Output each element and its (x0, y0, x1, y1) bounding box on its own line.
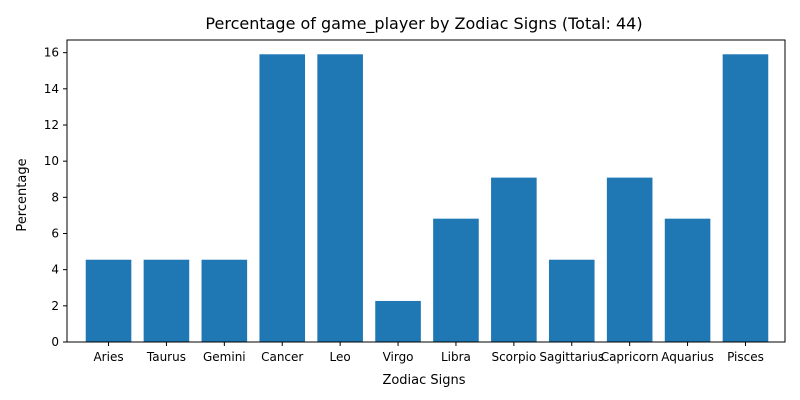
bar-leo (317, 54, 363, 343)
bar-taurus (143, 259, 190, 342)
x-tick-label: Taurus (146, 350, 186, 364)
bars-group (85, 54, 769, 343)
bar-sagittarius (548, 259, 595, 342)
y-tick-label: 8 (51, 190, 59, 204)
x-axis-ticks: Aries Taurus Gemini Cancer Leo Virgo Libra Scor… (93, 342, 764, 364)
bar-capricorn (606, 177, 653, 342)
x-tick-label: Libra (441, 350, 471, 364)
bar-libra (433, 218, 479, 342)
x-tick-label: Capricorn (601, 350, 659, 364)
bar-aries (85, 259, 132, 342)
y-tick-label: 2 (51, 299, 59, 313)
y-axis-label: Percentage (15, 158, 30, 231)
bar-cancer (259, 54, 306, 343)
y-tick-label: 10 (44, 154, 59, 168)
bar-scorpio (491, 177, 537, 342)
bar-aquarius (664, 218, 711, 342)
x-axis-label: Zodiac Signs (382, 373, 465, 388)
y-axis-ticks: 0 2 4 6 8 10 12 14 16 (44, 46, 67, 349)
x-tick-label: Scorpio (491, 350, 536, 364)
y-tick-label: 14 (44, 82, 59, 96)
x-tick-label: Sagittarius (539, 350, 604, 364)
x-tick-label: Pisces (727, 350, 764, 364)
x-tick-label: Aries (93, 350, 123, 364)
chart-title: Percentage of game_player by Zodiac Sign… (205, 14, 642, 34)
bar-pisces (722, 54, 769, 343)
x-tick-label: Leo (330, 350, 351, 364)
y-tick-label: 6 (51, 226, 59, 240)
y-tick-label: 0 (51, 335, 59, 349)
bar-gemini (201, 259, 248, 342)
x-tick-label: Gemini (203, 350, 246, 364)
x-tick-label: Cancer (261, 350, 303, 364)
bar-virgo (375, 300, 421, 342)
y-tick-label: 16 (44, 46, 59, 60)
x-tick-label: Virgo (383, 350, 414, 364)
y-tick-label: 4 (51, 263, 59, 277)
plot-frame (66, 39, 786, 343)
x-tick-label: Aquarius (661, 350, 714, 364)
y-tick-label: 12 (44, 118, 59, 132)
